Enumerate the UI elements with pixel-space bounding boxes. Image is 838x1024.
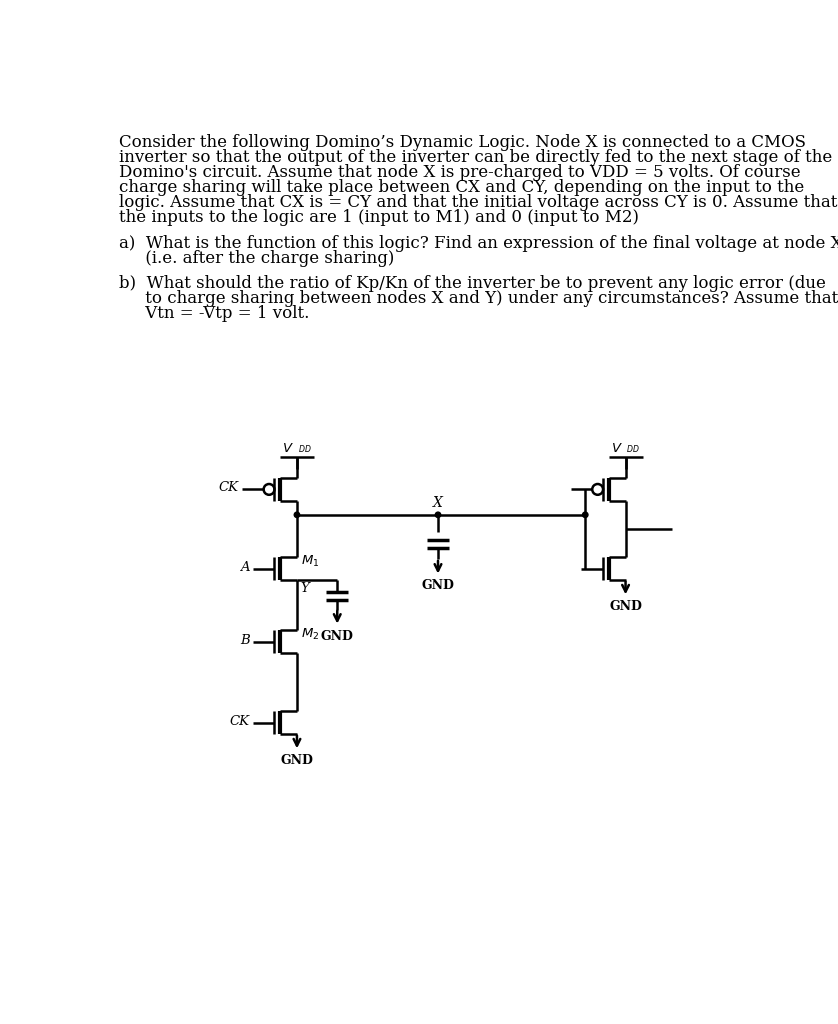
Text: the inputs to the logic are 1 (input to M1) and 0 (input to M2): the inputs to the logic are 1 (input to …	[119, 209, 639, 225]
Text: CK: CK	[219, 481, 239, 495]
Text: $V$: $V$	[611, 441, 623, 455]
Text: Domino's circuit. Assume that node X is pre-charged to VDD = 5 volts. Of course: Domino's circuit. Assume that node X is …	[119, 164, 800, 180]
Text: b)  What should the ratio of Kp/Kn of the inverter be to prevent any logic error: b) What should the ratio of Kp/Kn of the…	[119, 275, 825, 292]
Circle shape	[582, 512, 588, 517]
Circle shape	[435, 512, 441, 517]
Text: $V$: $V$	[282, 441, 294, 455]
Text: B: B	[240, 634, 250, 647]
Text: GND: GND	[609, 600, 642, 613]
Text: Vtn = -Vtp = 1 volt.: Vtn = -Vtp = 1 volt.	[119, 305, 309, 323]
Text: Consider the following Domino’s Dynamic Logic. Node X is connected to a CMOS: Consider the following Domino’s Dynamic …	[119, 134, 805, 151]
Circle shape	[294, 512, 300, 517]
Text: A: A	[240, 561, 250, 573]
Text: GND: GND	[321, 630, 354, 642]
Text: logic. Assume that CX is = CY and that the initial voltage across CY is 0. Assum: logic. Assume that CX is = CY and that t…	[119, 194, 837, 211]
Text: X: X	[433, 497, 443, 510]
Text: to charge sharing between nodes X and Y) under any circumstances? Assume that: to charge sharing between nodes X and Y)…	[119, 291, 838, 307]
Text: charge sharing will take place between CX and CY, depending on the input to the: charge sharing will take place between C…	[119, 179, 804, 196]
Text: a)  What is the function of this logic? Find an expression of the final voltage : a) What is the function of this logic? F…	[119, 234, 838, 252]
Text: (i.e. after the charge sharing): (i.e. after the charge sharing)	[119, 250, 394, 266]
Text: $_{DD}$: $_{DD}$	[626, 443, 640, 457]
Text: $M_2$: $M_2$	[301, 627, 319, 642]
Text: GND: GND	[281, 755, 313, 767]
Text: $_{DD}$: $_{DD}$	[297, 443, 312, 457]
Text: CK: CK	[230, 715, 250, 728]
Text: inverter so that the output of the inverter can be directly fed to the next stag: inverter so that the output of the inver…	[119, 148, 832, 166]
Text: Y: Y	[301, 582, 309, 595]
Text: GND: GND	[422, 580, 454, 593]
Text: $M_1$: $M_1$	[301, 553, 319, 568]
